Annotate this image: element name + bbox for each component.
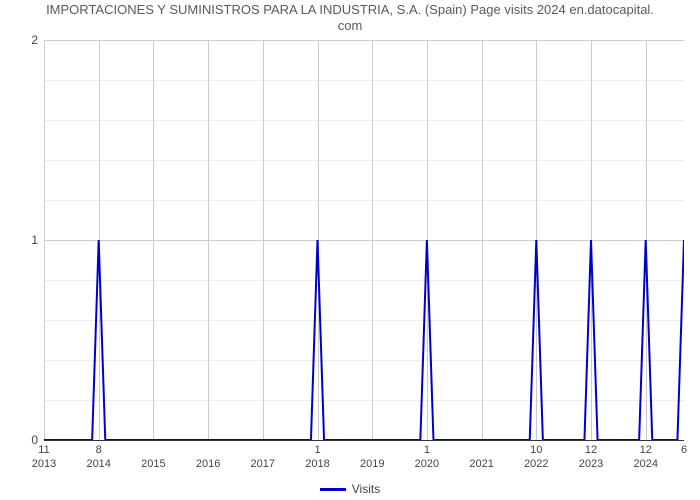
y-tick-label: 1	[31, 233, 38, 247]
y-tick-label: 2	[31, 33, 38, 47]
x-tick-label: 2016	[196, 458, 220, 470]
x-tick-label: 2015	[141, 458, 165, 470]
x-tick-label: 2021	[469, 458, 493, 470]
x-top-label: 10	[530, 444, 542, 456]
x-top-label: 1	[424, 444, 430, 456]
x-tick-label: 2014	[86, 458, 110, 470]
x-tick-label: 2020	[415, 458, 439, 470]
x-tick-label: 2022	[524, 458, 548, 470]
y-tick-label: 0	[31, 433, 38, 447]
x-tick-label: 2018	[305, 458, 329, 470]
legend-swatch	[320, 488, 346, 491]
x-top-label: 11	[38, 444, 49, 456]
x-tick-label: 2023	[579, 458, 603, 470]
chart-container: IMPORTACIONES Y SUMINISTROS PARA LA INDU…	[0, 0, 700, 500]
legend-label: Visits	[352, 482, 380, 496]
chart-title-line2: com	[338, 18, 363, 33]
x-top-label: 8	[96, 444, 102, 456]
x-tick-label: 2024	[633, 458, 657, 470]
x-top-label: 12	[640, 444, 652, 456]
x-top-label: 12	[585, 444, 597, 456]
plot-area: 0122013201420152016201720182019202020212…	[44, 40, 684, 441]
x-top-label: 6	[681, 444, 687, 456]
chart-title: IMPORTACIONES Y SUMINISTROS PARA LA INDU…	[0, 2, 700, 35]
x-tick-label: 2017	[251, 458, 275, 470]
chart-title-line1: IMPORTACIONES Y SUMINISTROS PARA LA INDU…	[46, 2, 654, 17]
x-top-label: 1	[314, 444, 320, 456]
legend: Visits	[0, 482, 700, 496]
x-tick-label: 2013	[32, 458, 56, 470]
x-tick-label: 2019	[360, 458, 384, 470]
series-line	[44, 40, 684, 440]
